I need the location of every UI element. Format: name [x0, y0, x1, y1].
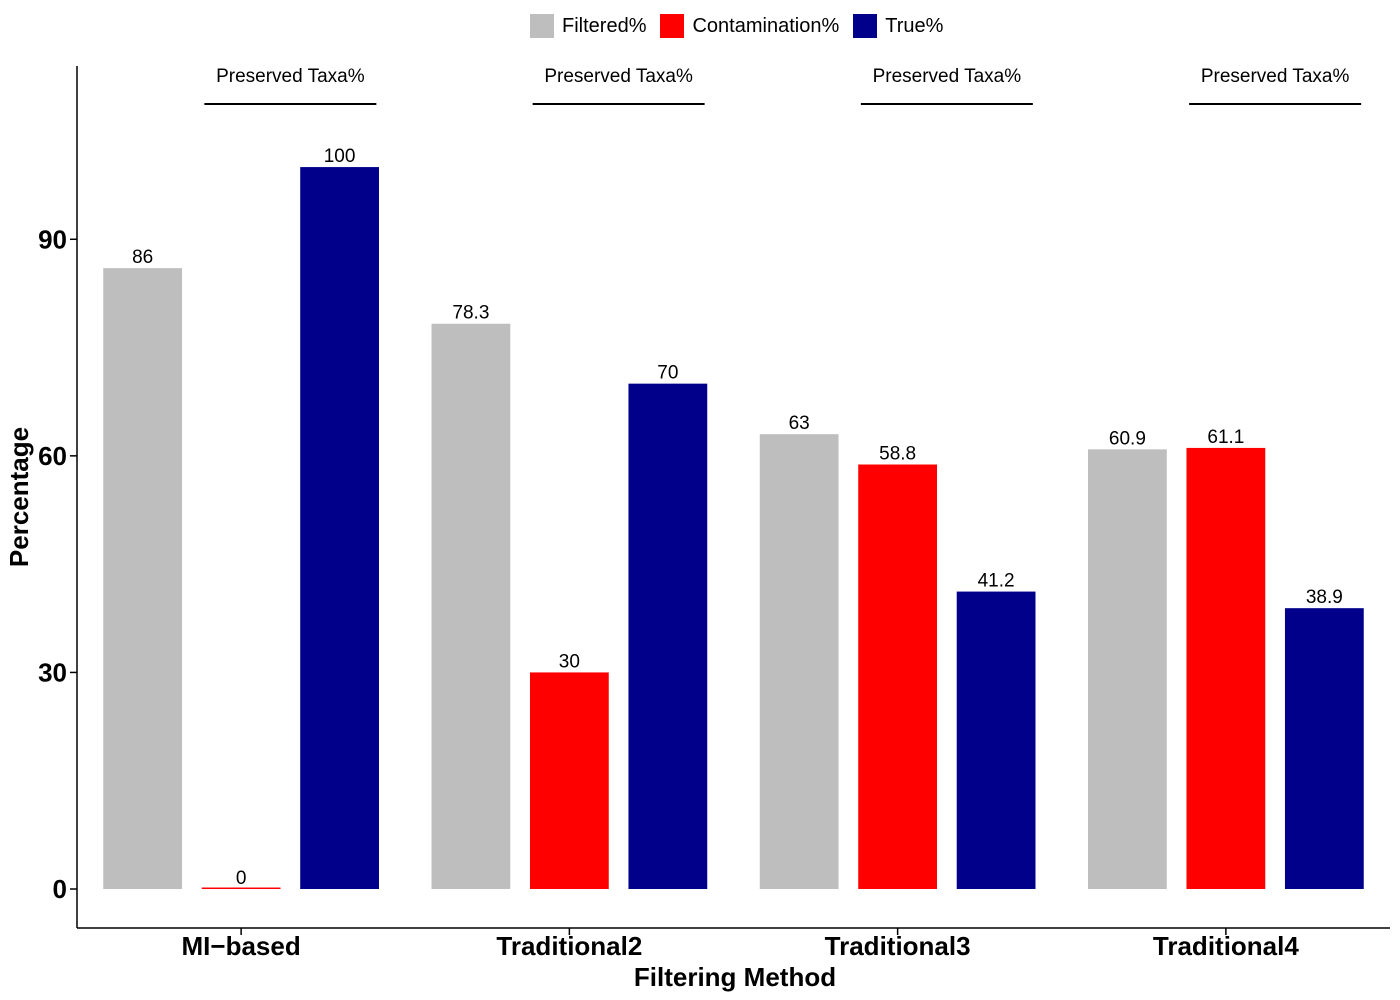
x-tick-label: Traditional2 [496, 931, 642, 961]
data-label: 86 [132, 247, 153, 268]
bar [201, 887, 281, 890]
bar [1088, 449, 1167, 890]
bar [759, 434, 839, 890]
bar [956, 591, 1036, 890]
data-label: 61.1 [1207, 427, 1244, 448]
legend-swatch-filtered [530, 14, 554, 38]
y-tick-label: 0 [53, 874, 67, 904]
x-tick-label: MI−based [182, 931, 301, 961]
x-axis-title: Filtering Method [634, 962, 836, 992]
bar [300, 167, 379, 890]
legend-label-contamination: Contamination% [692, 14, 840, 37]
legend-label-true: True% [885, 14, 944, 37]
bar [529, 672, 609, 890]
legend-item-filtered: Filtered% [530, 14, 646, 38]
legend-item-true: True% [853, 14, 943, 38]
data-label: 30 [559, 651, 580, 672]
data-label: 58.8 [879, 444, 916, 465]
x-tick-label: Traditional3 [825, 931, 971, 961]
bar [103, 268, 183, 890]
legend-label-filtered: Filtered% [562, 14, 647, 37]
annotation-label: Preserved Taxa% [873, 66, 1022, 87]
x-tick-label: Traditional4 [1153, 931, 1299, 961]
legend: Filtered% Contamination% True% [530, 14, 947, 38]
annotation-label: Preserved Taxa% [216, 66, 365, 87]
bar [431, 323, 511, 890]
data-label: 100 [324, 146, 356, 167]
bar [1186, 447, 1266, 890]
legend-swatch-true [853, 14, 878, 38]
data-label: 0 [236, 868, 247, 889]
y-tick-label: 90 [38, 224, 67, 254]
data-label: 70 [657, 363, 678, 384]
y-tick-label: 60 [38, 441, 67, 471]
annotation-label: Preserved Taxa% [544, 66, 693, 87]
data-label: 78.3 [452, 303, 489, 324]
legend-swatch-contamination [660, 14, 685, 38]
bar [1284, 608, 1364, 890]
y-axis-title: Percentage [4, 427, 34, 567]
legend-item-contamination: Contamination% [660, 14, 839, 38]
bar [628, 383, 708, 890]
bar [858, 464, 938, 890]
y-tick-label: 30 [38, 657, 67, 687]
data-label: 41.2 [978, 571, 1015, 592]
data-label: 38.9 [1306, 587, 1343, 608]
data-label: 63 [789, 413, 810, 434]
data-label: 60.9 [1109, 428, 1146, 449]
chart-marks: 0 30 60 90 86 0 100 MI−based Preserved Taxa% 78.3… [38, 66, 1364, 961]
annotation-label: Preserved Taxa% [1201, 66, 1350, 87]
